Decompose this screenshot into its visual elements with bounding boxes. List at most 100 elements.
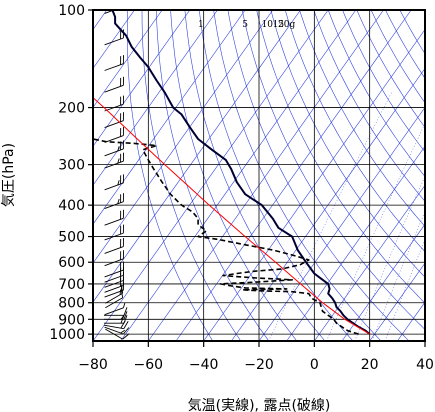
dry-adiabat-line — [385, 10, 425, 79]
wind-barb-flag — [120, 315, 125, 320]
wind-barb-flag — [123, 321, 129, 329]
wind-barb-staff — [104, 274, 124, 283]
isotherm-line — [397, 301, 425, 341]
dry-adiabat-line — [141, 10, 242, 341]
isotherm-line — [93, 10, 218, 186]
wind-barb-staff — [104, 326, 124, 335]
x-tick-label: −40 — [189, 357, 219, 373]
wind-barb-staff — [104, 103, 124, 112]
temperature-line — [111, 10, 371, 335]
dry-adiabat-line — [313, 10, 425, 202]
wind-barbs — [104, 10, 130, 340]
wind-barb-staff — [104, 160, 124, 169]
mixing-ratio-label: 1 — [198, 20, 204, 30]
isotherm-line — [369, 262, 425, 341]
wind-barb-staff — [104, 135, 124, 143]
wind-barb-flag — [117, 198, 120, 204]
wind-barb-staff — [104, 307, 124, 316]
mixing-ratio-label: 15 — [273, 20, 285, 30]
y-tick-label: 1000 — [49, 327, 85, 343]
dry-adiabat-line — [356, 10, 425, 128]
dry-adiabat-line — [327, 10, 425, 178]
y-tick-label: 400 — [58, 198, 85, 214]
isotherm-line — [93, 10, 135, 69]
dry-adiabat-line — [299, 10, 425, 227]
x-axis-title: 気温(実線), 露点(破線) — [188, 398, 331, 412]
wind-barb-flag — [123, 314, 128, 324]
mixing-ratio-line — [354, 175, 425, 341]
x-tick-label: 0 — [310, 357, 319, 373]
wind-barb-flag — [123, 327, 130, 335]
x-tick-label: −60 — [134, 357, 164, 373]
isotherm-line — [424, 340, 425, 341]
guide-lines — [93, 10, 425, 341]
y-tick-label: 100 — [58, 3, 85, 19]
dry-adiabat-line — [199, 10, 354, 341]
wind-barb-staff — [104, 269, 124, 278]
wind-barb-flag — [117, 180, 120, 186]
isotherm-line — [314, 184, 425, 341]
wind-barb-flag — [123, 307, 128, 316]
wind-barb-staff — [104, 232, 124, 241]
wind-barb-flag — [120, 286, 123, 292]
wind-barb-staff — [104, 324, 124, 330]
wind-barb-staff — [104, 285, 124, 293]
dry-adiabat-line — [126, 10, 213, 341]
wind-barb-staff — [104, 280, 124, 288]
isotherm-line — [148, 10, 384, 341]
mixing-ratio-line — [268, 92, 392, 341]
dry-adiabat-line — [270, 10, 425, 278]
isotherm-line — [93, 10, 329, 341]
wind-barb-staff — [104, 201, 124, 209]
dry-adiabat-line — [284, 10, 425, 253]
wind-barb-staff — [104, 182, 124, 191]
wind-barb-staff — [105, 328, 123, 340]
isotherm-line — [341, 223, 425, 341]
isotherm-line — [258, 106, 425, 341]
x-tick-label: 40 — [416, 357, 434, 373]
x-tick-label: −80 — [78, 357, 108, 373]
isotherm-line — [231, 67, 425, 341]
y-axis-title: 気圧(hPa) — [1, 143, 17, 207]
isotherm-line — [93, 10, 163, 108]
wind-barb-staff — [104, 37, 124, 46]
mixing-ratio-label: 20g — [278, 20, 295, 30]
wind-barb-staff — [104, 148, 124, 157]
wind-barb-staff — [105, 292, 123, 304]
wind-barb-flag — [117, 158, 120, 164]
isotherm-line — [120, 10, 357, 341]
isotherm-line — [93, 10, 191, 147]
wind-barb-staff — [104, 289, 124, 298]
wind-barb-flag — [120, 329, 126, 334]
dry-adiabat-line — [184, 10, 326, 341]
wind-barb-flag — [122, 302, 126, 308]
y-tick-label: 900 — [58, 312, 85, 328]
y-tick-label: 700 — [58, 277, 85, 293]
x-tick-label: −20 — [244, 357, 274, 373]
isotherm-line — [93, 10, 274, 264]
isotherm-line — [175, 10, 412, 341]
wind-barb-staff — [104, 84, 124, 93]
wind-barb-staff — [105, 297, 123, 309]
dry-adiabat-line — [241, 10, 425, 330]
wind-barb-staff — [104, 258, 124, 267]
isotherm-line — [93, 10, 246, 225]
wind-barb-staff — [104, 120, 124, 128]
parcel-line — [93, 96, 370, 335]
dry-adiabat-line — [156, 10, 270, 341]
dry-adiabat-line — [342, 10, 425, 153]
y-tick-label: 500 — [58, 230, 85, 246]
mixing-ratio-line — [326, 122, 425, 341]
isotherm-line — [203, 28, 425, 341]
dry-adiabat-line — [213, 10, 382, 341]
wind-barb-flag — [122, 333, 130, 340]
dry-adiabat-line — [170, 10, 298, 341]
dry-adiabat-line — [227, 10, 410, 341]
x-axis-ticks: −80 −60 −40 −20 0 20 40 — [78, 341, 434, 373]
isotherm-line — [93, 10, 301, 303]
wind-barb-flag — [117, 146, 120, 152]
mixing-ratio-line — [384, 238, 425, 341]
dry-adiabat-line — [256, 10, 425, 304]
